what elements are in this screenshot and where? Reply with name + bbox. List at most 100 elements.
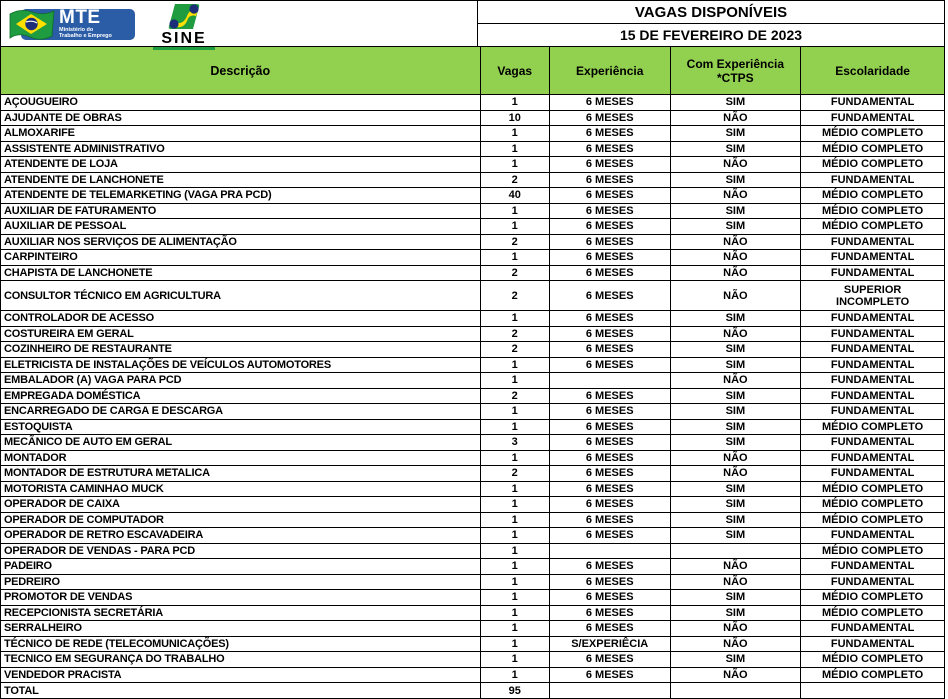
cell-esc: FUNDAMENTAL xyxy=(800,233,945,250)
title-stack: VAGAS DISPONÍVEIS 15 DE FEVEREIRO DE 202… xyxy=(478,1,944,46)
cell-desc: AUXILIAR NOS SERVIÇOS DE ALIMENTAÇÃO xyxy=(0,233,481,250)
cell-desc: EMBALADOR (A) VAGA PARA PCD xyxy=(0,372,481,389)
cell-vagas: 1 xyxy=(479,480,550,497)
cell-exp xyxy=(548,682,671,699)
vacancies-table: Descrição Vagas Experiência Com Experiên… xyxy=(0,46,945,699)
vacancy-row: CARPINTEIRO 1 6 MESES NÃO FUNDAMENTAL xyxy=(0,249,945,266)
cell-desc: ELETRICISTA DE INSTALAÇÕES DE VEÍCULOS A… xyxy=(0,356,481,373)
cell-esc: FUNDAMENTAL xyxy=(800,573,945,590)
brazil-flag-icon xyxy=(9,10,55,40)
logos-cell: MTE Ministério do Trabalho e Emprego SIN… xyxy=(1,1,478,50)
cell-desc: OPERADOR DE CAIXA xyxy=(0,496,481,513)
vacancy-row: AUXILIAR NOS SERVIÇOS DE ALIMENTAÇÃO 2 6 M… xyxy=(0,233,945,250)
cell-vagas: 10 xyxy=(479,109,550,126)
vacancy-row: AUXILIAR DE PESSOAL 1 6 MESES SIM MÉDIO COMP… xyxy=(0,218,945,235)
vacancy-row: ASSISTENTE ADMINISTRATIVO 1 6 MESES SIM MÉDI… xyxy=(0,140,945,157)
cell-desc: MONTADOR xyxy=(0,449,481,466)
cell-exp: 6 MESES xyxy=(548,249,671,266)
cell-esc: FUNDAMENTAL xyxy=(800,249,945,266)
cell-vagas: 1 xyxy=(479,156,550,173)
cell-desc: VENDEDOR PRACISTA xyxy=(0,666,481,683)
cell-esc: MÉDIO COMPLETO xyxy=(800,542,945,559)
vacancy-row: OPERADOR DE VENDAS - PARA PCD 1 MÉDIO COMP… xyxy=(0,542,945,559)
cell-ctps: SIM xyxy=(669,94,802,111)
cell-ctps: SIM xyxy=(669,651,802,668)
cell-vagas: 1 xyxy=(479,666,550,683)
cell-exp: 6 MESES xyxy=(548,171,671,188)
cell-exp: 6 MESES xyxy=(548,218,671,235)
cell-vagas: 1 xyxy=(479,449,550,466)
cell-ctps: NÃO xyxy=(669,249,802,266)
cell-esc: MÉDIO COMPLETO xyxy=(800,156,945,173)
cell-vagas: 1 xyxy=(479,589,550,606)
cell-exp: 6 MESES xyxy=(548,496,671,513)
cell-exp: 6 MESES xyxy=(548,620,671,637)
cell-vagas: 40 xyxy=(479,187,550,204)
cell-vagas: 2 xyxy=(479,387,550,404)
cell-ctps: SIM xyxy=(669,125,802,142)
cell-esc: FUNDAMENTAL xyxy=(800,558,945,575)
cell-ctps: SIM xyxy=(669,604,802,621)
cell-desc: AUXILIAR DE PESSOAL xyxy=(0,218,481,235)
cell-desc: ATENDENTE DE LANCHONETE xyxy=(0,171,481,188)
vacancy-row: OPERADOR DE CAIXA 1 6 MESES SIM MÉDIO COMPLE… xyxy=(0,496,945,513)
cell-exp: 6 MESES xyxy=(548,341,671,358)
vacancy-row: TÉCNICO DE REDE (TELECOMUNICAÇÕES) 1 S/EXP… xyxy=(0,635,945,652)
cell-vagas: 1 xyxy=(479,140,550,157)
vacancy-row: COSTUREIRA EM GERAL 2 6 MESES NÃO FUNDAMENTA… xyxy=(0,325,945,342)
sine-logo-title: SINE xyxy=(161,30,207,47)
cell-desc: ATENDENTE DE LOJA xyxy=(0,156,481,173)
vacancy-row: EMPREGADA DOMÉSTICA 2 6 MESES SIM FUNDAMENTA… xyxy=(0,387,945,404)
cell-ctps xyxy=(669,682,802,699)
cell-exp: 6 MESES xyxy=(548,403,671,420)
cell-esc: FUNDAMENTAL xyxy=(800,635,945,652)
cell-vagas: 1 xyxy=(479,496,550,513)
cell-esc: MÉDIO COMPLETO xyxy=(800,604,945,621)
cell-esc: FUNDAMENTAL xyxy=(800,171,945,188)
cell-exp: 6 MESES xyxy=(548,589,671,606)
cell-vagas: 1 xyxy=(479,94,550,111)
cell-esc: MÉDIO COMPLETO xyxy=(800,589,945,606)
cell-exp: 6 MESES xyxy=(548,387,671,404)
cell-ctps: SIM xyxy=(669,480,802,497)
vacancy-row: MOTORISTA CAMINHAO MUCK 1 6 MESES SIM MÉDIO … xyxy=(0,480,945,497)
cell-ctps: SIM xyxy=(669,387,802,404)
cell-esc: MÉDIO COMPLETO xyxy=(800,187,945,204)
cell-vagas: 1 xyxy=(479,125,550,142)
vacancy-row: RECEPCIONISTA SECRETÁRIA 1 6 MESES SIM MÉDIO… xyxy=(0,604,945,621)
cell-exp: 6 MESES xyxy=(548,202,671,219)
vacancy-row: ESTOQUISTA 1 6 MESES SIM MÉDIO COMPLETO xyxy=(0,418,945,435)
vacancy-row: VENDEDOR PRACISTA 1 6 MESES NÃO MÉDIO COMPLE… xyxy=(0,666,945,683)
cell-exp: S/EXPERIÊCIA xyxy=(548,635,671,652)
cell-desc: TECNICO EM SEGURANÇA DO TRABALHO xyxy=(0,651,481,668)
mte-logo: MTE Ministério do Trabalho e Emprego xyxy=(7,7,137,42)
cell-desc: CONSULTOR TÉCNICO EM AGRICULTURA xyxy=(0,280,481,311)
vacancy-row: OPERADOR DE COMPUTADOR 1 6 MESES SIM MÉDIO C… xyxy=(0,511,945,528)
vacancy-tbody: AÇOUGUEIRO 1 6 MESES SIM FUNDAMENTAL AJUDANTE… xyxy=(0,94,945,699)
cell-esc xyxy=(800,682,945,699)
cell-desc: ASSISTENTE ADMINISTRATIVO xyxy=(0,140,481,157)
cell-desc: COSTUREIRA EM GERAL xyxy=(0,325,481,342)
vacancy-row: ATENDENTE DE LOJA 1 6 MESES NÃO MÉDIO COMPLE… xyxy=(0,156,945,173)
cell-vagas: 1 xyxy=(479,418,550,435)
cell-ctps: SIM xyxy=(669,218,802,235)
cell-desc: RECEPCIONISTA SECRETÁRIA xyxy=(0,604,481,621)
vacancy-row: CHAPISTA DE LANCHONETE 2 6 MESES NÃO FUNDAME… xyxy=(0,264,945,281)
cell-ctps: NÃO xyxy=(669,558,802,575)
sine-flag-icon xyxy=(168,4,200,29)
cell-esc: MÉDIO COMPLETO xyxy=(800,140,945,157)
cell-ctps: SIM xyxy=(669,527,802,544)
vacancy-row: PROMOTOR DE VENDAS 1 6 MESES SIM MÉDIO COMPL… xyxy=(0,589,945,606)
cell-desc: SERRALHEIRO xyxy=(0,620,481,637)
cell-vagas: 2 xyxy=(479,341,550,358)
cell-ctps: SIM xyxy=(669,356,802,373)
mte-logo-title: MTE xyxy=(59,7,101,28)
cell-desc: EMPREGADA DOMÉSTICA xyxy=(0,387,481,404)
column-header-experiencia: Experiência xyxy=(548,46,671,95)
cell-exp: 6 MESES xyxy=(548,480,671,497)
cell-desc: MONTADOR DE ESTRUTURA METALICA xyxy=(0,465,481,482)
cell-desc: OPERADOR DE COMPUTADOR xyxy=(0,511,481,528)
column-header-vagas: Vagas xyxy=(479,46,550,95)
cell-desc: CONTROLADOR DE ACESSO xyxy=(0,310,481,327)
cell-esc: MÉDIO COMPLETO xyxy=(800,218,945,235)
